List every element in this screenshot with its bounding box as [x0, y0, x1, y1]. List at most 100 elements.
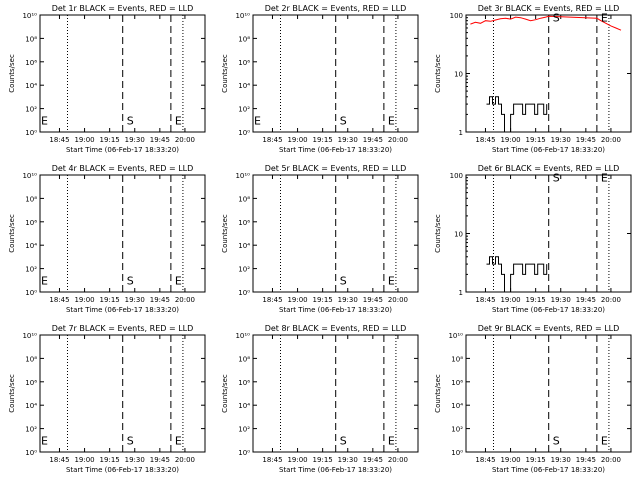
- marker-label: E: [388, 274, 395, 287]
- x-tick-label: 18:45: [262, 296, 282, 304]
- x-tick-label: 19:00: [287, 136, 307, 144]
- marker-label: E: [175, 114, 182, 127]
- marker-label: E: [601, 172, 608, 185]
- y-tick-label: 10¹⁰: [235, 172, 250, 180]
- x-tick-label: 19:45: [150, 136, 170, 144]
- panel-8: Det 8r BLACK = Events, RED = LLD 10⁰ 10² 10…: [221, 324, 419, 474]
- x-tick-label: 19:15: [526, 456, 546, 464]
- panel-title: Det 1r BLACK = Events, RED = LLD: [52, 4, 194, 13]
- y-tick-label: 10⁰: [451, 449, 463, 457]
- marker-label: E: [41, 274, 48, 287]
- x-tick-label: 19:15: [100, 456, 120, 464]
- panel-title: Det 3r BLACK = Events, RED = LLD: [478, 4, 620, 13]
- marker-label: E: [254, 114, 261, 127]
- panel-9: Det 9r BLACK = Events, RED = LLD 10⁰ 10² 10…: [434, 324, 632, 474]
- y-tick-label: 10²: [25, 426, 37, 434]
- x-axis-label: Start Time (06-Feb-17 18:33:20): [279, 146, 392, 154]
- x-tick-label: 18:45: [475, 456, 495, 464]
- x-axis-label: Start Time (06-Feb-17 18:33:20): [492, 466, 605, 474]
- x-tick-label: 19:30: [338, 136, 358, 144]
- panel-3: Det 3r BLACK = Events, RED = LLD 1 10 100 18…: [434, 4, 632, 154]
- marker-label: S: [127, 114, 134, 127]
- y-tick-label: 10⁸: [238, 195, 250, 203]
- y-tick-label: 10⁴: [451, 402, 463, 410]
- y-tick-label: 10¹⁰: [22, 12, 37, 20]
- marker-label: E: [388, 114, 395, 127]
- x-tick-label: 20:00: [388, 296, 408, 304]
- marker-label: S: [553, 12, 560, 25]
- y-axis-label: Counts/sec: [221, 54, 229, 93]
- x-tick-label: 19:15: [100, 136, 120, 144]
- panel-title: Det 2r BLACK = Events, RED = LLD: [265, 4, 407, 13]
- y-tick-label: 10²: [451, 426, 463, 434]
- panel-1: Det 1r BLACK = Events, RED = LLD 10⁰ 10² 10…: [8, 4, 206, 154]
- y-tick-label: 10⁴: [238, 402, 250, 410]
- x-tick-label: 18:45: [49, 296, 69, 304]
- y-axis-label: Counts/sec: [434, 54, 442, 93]
- x-tick-label: 20:00: [601, 296, 621, 304]
- y-tick-label: 10⁰: [25, 129, 37, 137]
- panel-7: Det 7r BLACK = Events, RED = LLD 10⁰ 10² 10…: [8, 324, 206, 474]
- y-axis-label: Counts/sec: [221, 374, 229, 413]
- marker-label: E: [388, 434, 395, 447]
- x-tick-label: 19:30: [125, 136, 145, 144]
- x-tick-label: 20:00: [175, 296, 195, 304]
- y-tick-label: 10⁸: [238, 35, 250, 43]
- x-tick-label: 19:45: [576, 456, 596, 464]
- x-tick-label: 19:00: [287, 456, 307, 464]
- x-tick-label: 19:15: [526, 296, 546, 304]
- x-axis-label: Start Time (06-Feb-17 18:33:20): [492, 146, 605, 154]
- x-tick-label: 19:45: [363, 136, 383, 144]
- x-tick-label: 18:45: [262, 136, 282, 144]
- x-tick-label: 19:30: [551, 456, 571, 464]
- y-tick-label: 100: [450, 12, 463, 20]
- x-tick-label: 19:15: [313, 456, 333, 464]
- x-tick-label: 20:00: [175, 456, 195, 464]
- x-axis-label: Start Time (06-Feb-17 18:33:20): [492, 306, 605, 314]
- marker-label: S: [340, 434, 347, 447]
- x-tick-label: 18:45: [49, 136, 69, 144]
- x-tick-label: 19:45: [150, 456, 170, 464]
- panel-title: Det 5r BLACK = Events, RED = LLD: [265, 164, 407, 173]
- panel-2: Det 2r BLACK = Events, RED = LLD 10⁰ 10² 10…: [221, 4, 419, 154]
- y-tick-label: 10⁴: [25, 82, 37, 90]
- y-tick-label: 10⁸: [25, 355, 37, 363]
- y-axis-label: Counts/sec: [434, 214, 442, 253]
- y-tick-label: 10⁶: [238, 219, 250, 227]
- x-tick-label: 19:15: [526, 136, 546, 144]
- marker-label: E: [601, 434, 608, 447]
- y-tick-label: 10⁸: [238, 355, 250, 363]
- y-tick-label: 100: [450, 172, 463, 180]
- x-tick-label: 18:45: [475, 136, 495, 144]
- x-tick-label: 19:15: [100, 296, 120, 304]
- x-tick-label: 19:00: [500, 296, 520, 304]
- y-tick-label: 10⁶: [238, 379, 250, 387]
- x-tick-label: 19:30: [125, 456, 145, 464]
- y-tick-label: 10: [454, 71, 463, 79]
- y-tick-label: 10⁶: [25, 59, 37, 67]
- x-tick-label: 19:00: [287, 296, 307, 304]
- y-tick-label: 10²: [238, 426, 250, 434]
- marker-label: S: [127, 434, 134, 447]
- y-tick-label: 10⁶: [451, 379, 463, 387]
- y-tick-label: 10: [454, 231, 463, 239]
- marker-label: E: [601, 12, 608, 25]
- marker-label: S: [340, 274, 347, 287]
- y-tick-label: 10⁶: [25, 219, 37, 227]
- y-axis-label: Counts/sec: [221, 214, 229, 253]
- x-tick-label: 19:45: [150, 296, 170, 304]
- panel-title: Det 4r BLACK = Events, RED = LLD: [52, 164, 194, 173]
- x-tick-label: 19:45: [363, 456, 383, 464]
- y-axis-label: Counts/sec: [8, 374, 16, 413]
- y-tick-label: 10²: [25, 106, 37, 114]
- x-tick-label: 19:30: [551, 296, 571, 304]
- marker-label: S: [127, 274, 134, 287]
- x-tick-label: 18:45: [475, 296, 495, 304]
- x-tick-label: 20:00: [601, 456, 621, 464]
- y-tick-label: 10⁸: [25, 195, 37, 203]
- y-axis-label: Counts/sec: [8, 54, 16, 93]
- y-tick-label: 10⁰: [238, 129, 250, 137]
- x-axis-label: Start Time (06-Feb-17 18:33:20): [279, 466, 392, 474]
- y-tick-label: 10⁴: [238, 242, 250, 250]
- x-tick-label: 20:00: [175, 136, 195, 144]
